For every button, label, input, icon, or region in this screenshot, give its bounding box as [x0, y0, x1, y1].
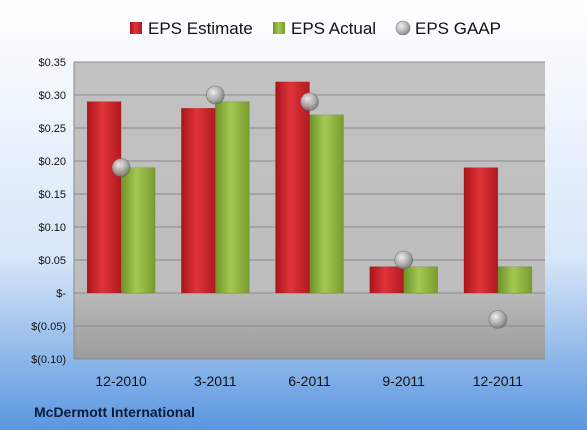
y-tick-label: $(0.05) — [31, 321, 66, 333]
bar-eps-estimate — [275, 81, 310, 294]
legend-label: EPS Actual — [291, 19, 376, 38]
bar-eps-actual — [403, 266, 438, 294]
legend-item: EPS Estimate — [130, 19, 253, 38]
legend-swatch — [273, 22, 285, 34]
x-tick-label: 12-2010 — [95, 373, 147, 389]
x-tick-label: 3-2011 — [194, 373, 237, 389]
bar-eps-actual — [215, 101, 250, 294]
marker-eps-gaap — [205, 85, 225, 105]
marker-eps-gaap — [488, 309, 508, 329]
legend-label: EPS Estimate — [148, 19, 253, 38]
marker-eps-gaap — [111, 158, 131, 178]
y-tick-label: $0.30 — [38, 90, 66, 102]
y-tick-label: $0.10 — [38, 222, 66, 234]
marker-eps-gaap — [394, 250, 414, 270]
y-tick-label: $0.15 — [38, 189, 66, 201]
plot-area — [74, 61, 545, 360]
legend-swatch — [130, 22, 142, 34]
legend: EPS Estimate EPS Actual EPS GAAP — [130, 19, 501, 38]
bar-eps-estimate — [86, 101, 122, 294]
bar-eps-actual — [120, 167, 156, 294]
legend-item: EPS GAAP — [395, 19, 501, 38]
marker-eps-gaap — [300, 92, 319, 111]
legend-label: EPS GAAP — [415, 19, 501, 38]
x-tick-label: 6-2011 — [288, 373, 331, 389]
legend-swatch — [395, 20, 411, 36]
x-tick-label: 9-2011 — [382, 373, 425, 389]
bars — [86, 81, 533, 294]
bar-eps-estimate — [181, 107, 216, 294]
company-label: McDermott International — [34, 404, 195, 420]
x-tick-label: 12-2011 — [473, 373, 524, 389]
x-axis: 12-2010 3-2011 6-2011 9-2011 12-2011 — [95, 373, 523, 389]
y-tick-label: $0.05 — [38, 255, 66, 267]
legend-item: EPS Actual — [273, 19, 376, 38]
y-tick-label: $0.20 — [38, 156, 66, 168]
markers — [111, 85, 508, 329]
y-tick-label: $- — [56, 288, 66, 300]
bar-eps-estimate — [369, 266, 404, 294]
y-tick-label: $0.25 — [38, 123, 66, 135]
bar-eps-estimate — [463, 167, 499, 294]
bar-eps-actual — [497, 266, 533, 294]
y-axis: $0.35 $0.30 $0.25 $0.20 $0.15 $0.10 $0.05 $- $(0… — [31, 57, 75, 366]
bar-eps-actual — [309, 114, 344, 294]
y-tick-label: $(0.10) — [31, 354, 66, 366]
y-tick-label: $0.35 — [38, 57, 66, 69]
